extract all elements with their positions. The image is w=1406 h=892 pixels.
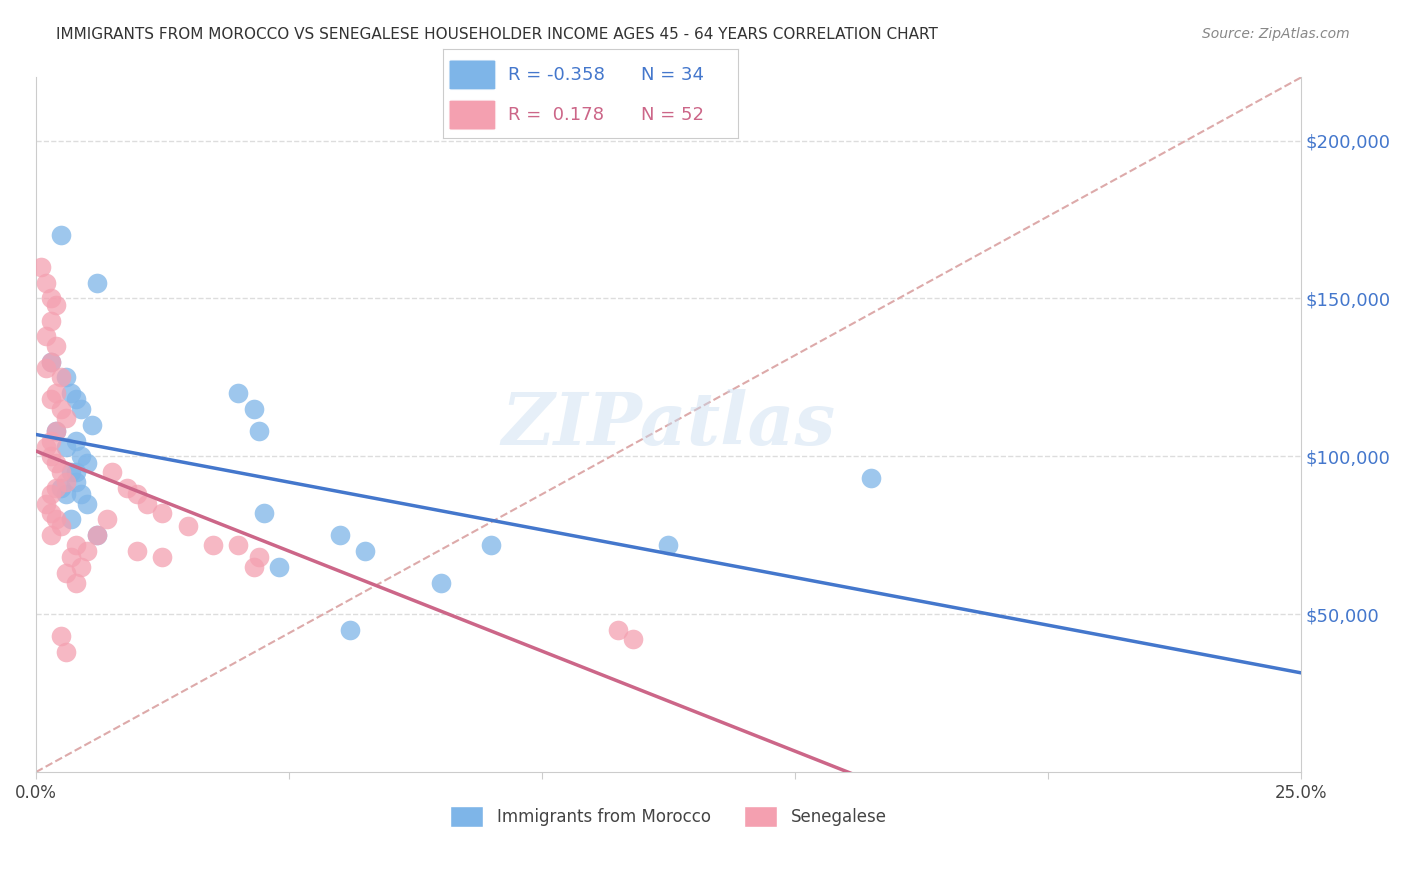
Point xyxy=(228,538,250,552)
Point xyxy=(65,434,87,448)
Point xyxy=(30,260,52,274)
Point xyxy=(70,559,93,574)
Point xyxy=(152,550,174,565)
Point xyxy=(55,487,77,501)
Point xyxy=(39,392,62,407)
Point xyxy=(70,450,93,464)
Point xyxy=(127,544,149,558)
Point xyxy=(45,339,67,353)
Point xyxy=(39,487,62,501)
Point xyxy=(65,575,87,590)
Point xyxy=(51,629,73,643)
Point xyxy=(45,481,67,495)
Text: R =  0.178: R = 0.178 xyxy=(508,106,603,124)
Text: Source: ZipAtlas.com: Source: ZipAtlas.com xyxy=(1202,27,1350,41)
Point xyxy=(45,512,67,526)
Point xyxy=(70,487,93,501)
Point xyxy=(55,475,77,489)
Point xyxy=(606,623,628,637)
Point xyxy=(479,538,502,552)
Text: N = 52: N = 52 xyxy=(641,106,704,124)
Point xyxy=(60,550,83,565)
Point xyxy=(39,354,62,368)
Point xyxy=(55,411,77,425)
Point xyxy=(39,292,62,306)
Point xyxy=(76,456,98,470)
Point xyxy=(76,544,98,558)
Point xyxy=(86,528,108,542)
Point xyxy=(60,386,83,401)
Point xyxy=(35,360,58,375)
Point xyxy=(65,392,87,407)
Point xyxy=(51,465,73,479)
FancyBboxPatch shape xyxy=(449,100,496,130)
Point xyxy=(76,497,98,511)
Point xyxy=(55,645,77,659)
Point xyxy=(621,632,644,647)
Point xyxy=(55,566,77,581)
Point xyxy=(177,518,200,533)
Legend: Immigrants from Morocco, Senegalese: Immigrants from Morocco, Senegalese xyxy=(443,799,893,833)
Point xyxy=(55,440,77,454)
Point xyxy=(39,528,62,542)
Point xyxy=(127,487,149,501)
Point xyxy=(859,471,882,485)
Point xyxy=(55,370,77,384)
Point xyxy=(65,465,87,479)
Point xyxy=(39,506,62,520)
Text: ZIPatlas: ZIPatlas xyxy=(502,389,835,460)
Point xyxy=(45,298,67,312)
Point xyxy=(242,401,264,416)
Point xyxy=(253,506,276,520)
Point xyxy=(51,518,73,533)
Point xyxy=(60,465,83,479)
Text: N = 34: N = 34 xyxy=(641,66,704,84)
Point xyxy=(45,424,67,438)
Point xyxy=(51,370,73,384)
Point xyxy=(39,450,62,464)
Point xyxy=(247,550,270,565)
Point xyxy=(136,497,159,511)
Point xyxy=(39,434,62,448)
Point xyxy=(96,512,118,526)
Point xyxy=(45,456,67,470)
Point xyxy=(35,276,58,290)
Point xyxy=(329,528,352,542)
Point xyxy=(51,401,73,416)
Point xyxy=(80,417,103,432)
FancyBboxPatch shape xyxy=(449,60,496,90)
Point xyxy=(152,506,174,520)
Point xyxy=(39,354,62,368)
Point xyxy=(101,465,124,479)
Point xyxy=(45,424,67,438)
Point xyxy=(35,497,58,511)
Point xyxy=(45,386,67,401)
Point xyxy=(202,538,225,552)
Point xyxy=(429,575,451,590)
Point xyxy=(228,386,250,401)
Point xyxy=(354,544,377,558)
Point xyxy=(247,424,270,438)
Point xyxy=(60,512,83,526)
Point xyxy=(51,228,73,243)
Point xyxy=(65,475,87,489)
Point xyxy=(339,623,361,637)
Point xyxy=(35,329,58,343)
Point xyxy=(86,528,108,542)
Point xyxy=(70,401,93,416)
Point xyxy=(39,313,62,327)
Point xyxy=(242,559,264,574)
Point xyxy=(86,276,108,290)
Point xyxy=(657,538,679,552)
Point xyxy=(35,440,58,454)
Text: R = -0.358: R = -0.358 xyxy=(508,66,605,84)
Text: IMMIGRANTS FROM MOROCCO VS SENEGALESE HOUSEHOLDER INCOME AGES 45 - 64 YEARS CORR: IMMIGRANTS FROM MOROCCO VS SENEGALESE HO… xyxy=(56,27,938,42)
Point xyxy=(267,559,290,574)
Point xyxy=(65,538,87,552)
Point xyxy=(115,481,138,495)
Point xyxy=(51,481,73,495)
